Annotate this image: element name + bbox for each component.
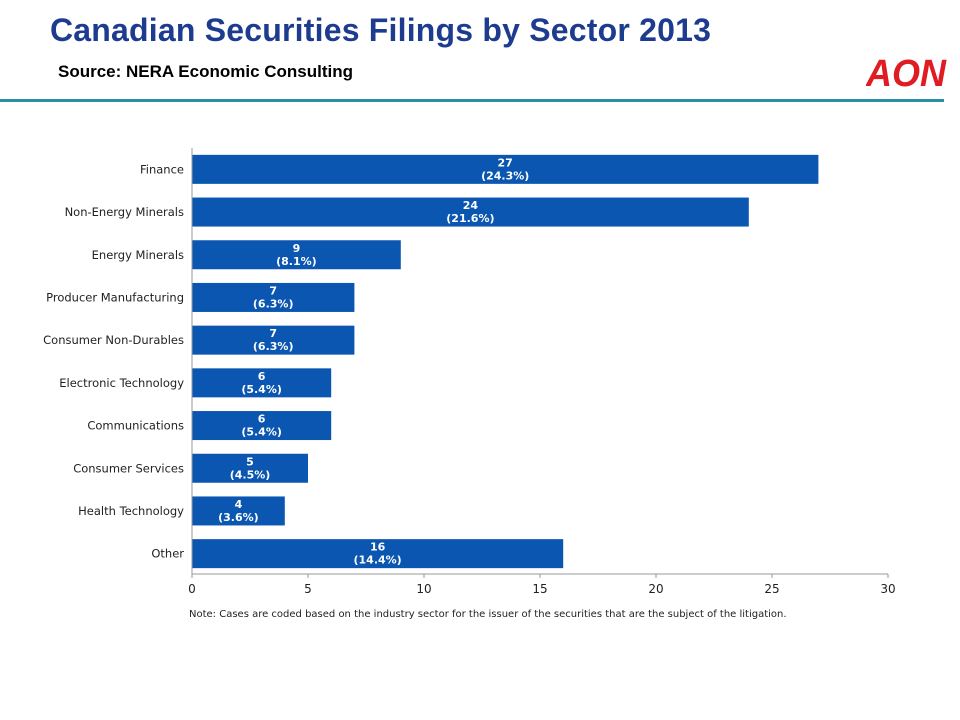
data-label-value: 27 — [498, 156, 513, 169]
data-label-percent: (4.5%) — [230, 468, 271, 481]
data-label-value: 5 — [246, 455, 254, 468]
category-label: Health Technology — [78, 504, 184, 518]
data-label-value: 6 — [258, 370, 266, 383]
header-divider — [0, 99, 944, 102]
chart-note: Note: Cases are coded based on the indus… — [189, 609, 787, 620]
bar-energy-minerals — [192, 240, 401, 270]
x-tick-label: 20 — [648, 582, 663, 596]
x-tick-label: 0 — [188, 582, 196, 596]
category-label: Other — [151, 547, 184, 561]
bar-non-energy-minerals — [192, 197, 749, 227]
aon-logo: AON — [866, 53, 947, 90]
x-tick-label: 5 — [304, 582, 312, 596]
data-label-percent: (6.3%) — [253, 297, 294, 310]
data-label-percent: (14.4%) — [353, 554, 401, 567]
data-label-value: 4 — [235, 498, 243, 511]
bar-producer-manufacturing — [192, 282, 355, 312]
data-label-value: 9 — [293, 242, 301, 255]
x-axis-group: 0 5 10 15 20 25 30 — [188, 148, 896, 596]
x-tick-label: 15 — [532, 582, 547, 596]
data-label-value: 6 — [258, 413, 266, 426]
page-title: Canadian Securities Filings by Sector 20… — [50, 12, 712, 48]
bars-group: 27(24.3%)24(21.6%)9(8.1%)7(6.3%)7(6.3%)6… — [192, 154, 819, 569]
category-labels-group: Finance Non-Energy Minerals Energy Mineral… — [43, 162, 184, 560]
data-label-value: 24 — [463, 199, 479, 212]
category-label: Non-Energy Minerals — [65, 205, 184, 219]
x-tick-label: 30 — [880, 582, 895, 596]
bar-consumer-non-durables — [192, 325, 355, 355]
data-label-value: 7 — [269, 327, 277, 340]
category-label: Producer Manufacturing — [46, 290, 184, 304]
data-label-percent: (24.3%) — [481, 169, 529, 182]
bar-health-technology — [192, 496, 285, 526]
data-label-percent: (8.1%) — [276, 255, 317, 268]
source-caption: Source: NERA Economic Consulting — [58, 62, 354, 81]
aon-logo-text: AON — [866, 53, 947, 90]
data-label-percent: (5.4%) — [241, 426, 282, 439]
bar-finance — [192, 154, 819, 184]
data-label-percent: (21.6%) — [446, 212, 494, 225]
data-label-value: 7 — [269, 284, 277, 297]
bar-electronic-technology — [192, 368, 332, 398]
x-tick-label: 10 — [416, 582, 431, 596]
data-label-percent: (6.3%) — [253, 340, 294, 353]
data-label-percent: (5.4%) — [241, 383, 282, 396]
bar-communications — [192, 411, 332, 441]
bar-other — [192, 539, 564, 569]
category-label: Finance — [140, 162, 184, 176]
category-label: Energy Minerals — [92, 248, 184, 262]
data-label-value: 16 — [370, 541, 386, 554]
data-label-percent: (3.6%) — [218, 511, 259, 524]
x-tick-label: 25 — [764, 582, 779, 596]
category-label: Communications — [87, 419, 184, 433]
category-label: Consumer Non-Durables — [43, 333, 184, 347]
category-label: Consumer Services — [73, 461, 184, 475]
category-label: Electronic Technology — [59, 376, 184, 390]
bar-consumer-services — [192, 453, 308, 483]
